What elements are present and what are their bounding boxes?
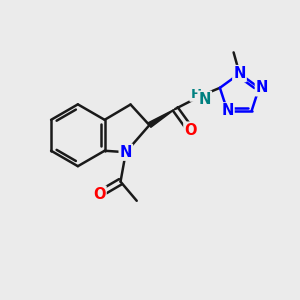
Text: N: N — [221, 103, 234, 118]
Text: O: O — [93, 187, 106, 202]
Text: N: N — [233, 66, 246, 81]
Text: N: N — [120, 145, 132, 160]
Polygon shape — [148, 109, 175, 128]
Text: N: N — [256, 80, 268, 95]
Text: O: O — [184, 123, 197, 138]
Text: H: H — [190, 88, 202, 101]
Text: N: N — [199, 92, 211, 107]
